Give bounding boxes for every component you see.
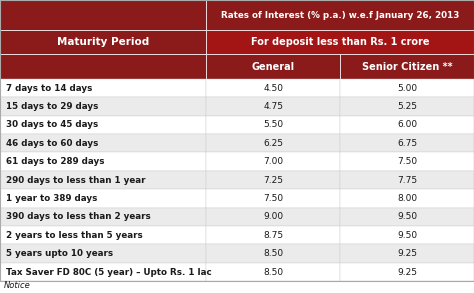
Text: Tax Saver FD 80C (5 year) – Upto Rs. 1 lac: Tax Saver FD 80C (5 year) – Upto Rs. 1 l… (6, 268, 211, 277)
Text: 61 days to 289 days: 61 days to 289 days (6, 157, 104, 166)
Text: 6.25: 6.25 (263, 139, 283, 148)
Bar (0, 97, 206, 116)
Bar (0, 226, 206, 244)
Bar (206, 0, 474, 30)
Text: 46 days to 60 days: 46 days to 60 days (6, 139, 98, 148)
Text: 8.50: 8.50 (263, 249, 283, 258)
Text: 6.75: 6.75 (397, 139, 417, 148)
Bar (0, 116, 206, 134)
Bar (340, 79, 474, 97)
Bar (340, 189, 474, 208)
Text: 290 days to less than 1 year: 290 days to less than 1 year (6, 176, 145, 185)
Text: Maturity Period: Maturity Period (57, 37, 149, 47)
Bar (206, 263, 340, 281)
Text: 30 days to 45 days: 30 days to 45 days (6, 120, 98, 129)
Bar (206, 171, 340, 189)
Bar (0, 189, 206, 208)
Text: 1 year to 389 days: 1 year to 389 days (6, 194, 97, 203)
Bar (206, 152, 340, 171)
Text: 9.25: 9.25 (397, 268, 417, 277)
Text: 7 days to 14 days: 7 days to 14 days (6, 84, 92, 93)
Text: 7.50: 7.50 (263, 194, 283, 203)
Bar (206, 97, 340, 116)
Bar (206, 54, 340, 79)
Bar (340, 134, 474, 152)
Text: 5.50: 5.50 (263, 120, 283, 129)
Bar (0, 281, 474, 293)
Text: 8.75: 8.75 (263, 231, 283, 240)
Text: 4.75: 4.75 (263, 102, 283, 111)
Bar (0, 263, 206, 281)
Text: 7.25: 7.25 (263, 176, 283, 185)
Text: 5.25: 5.25 (397, 102, 417, 111)
Bar (340, 208, 474, 226)
Text: 5 years upto 10 years: 5 years upto 10 years (6, 249, 113, 258)
Text: General: General (252, 62, 295, 72)
Text: Rates of Interest (% p.a.) w.e.f January 26, 2013: Rates of Interest (% p.a.) w.e.f January… (221, 11, 459, 20)
Bar (206, 116, 340, 134)
Bar (206, 226, 340, 244)
Text: Senior Citizen **: Senior Citizen ** (362, 62, 453, 72)
Bar (340, 226, 474, 244)
Text: 6.00: 6.00 (397, 120, 417, 129)
Text: 2 years to less than 5 years: 2 years to less than 5 years (6, 231, 143, 240)
Text: 7.00: 7.00 (263, 157, 283, 166)
Text: 9.50: 9.50 (397, 212, 417, 221)
Bar (0, 30, 206, 54)
Bar (0, 134, 206, 152)
Text: 9.00: 9.00 (263, 212, 283, 221)
Bar (340, 152, 474, 171)
Bar (0, 54, 206, 79)
Text: 390 days to less than 2 years: 390 days to less than 2 years (6, 212, 150, 221)
Text: For deposit less than Rs. 1 crore: For deposit less than Rs. 1 crore (251, 37, 429, 47)
Bar (0, 79, 206, 97)
Text: 4.50: 4.50 (263, 84, 283, 93)
Text: Notice: Notice (4, 281, 30, 290)
Bar (206, 134, 340, 152)
Text: 9.25: 9.25 (397, 249, 417, 258)
Text: 7.50: 7.50 (397, 157, 417, 166)
Bar (340, 263, 474, 281)
Text: 8.00: 8.00 (397, 194, 417, 203)
Bar (206, 30, 474, 54)
Text: 15 days to 29 days: 15 days to 29 days (6, 102, 98, 111)
Bar (340, 116, 474, 134)
Text: 8.50: 8.50 (263, 268, 283, 277)
Bar (0, 171, 206, 189)
Bar (206, 189, 340, 208)
Text: 7.75: 7.75 (397, 176, 417, 185)
Bar (340, 97, 474, 116)
Text: 9.50: 9.50 (397, 231, 417, 240)
Bar (0, 208, 206, 226)
Bar (340, 171, 474, 189)
Bar (206, 244, 340, 263)
Bar (0, 244, 206, 263)
Bar (340, 54, 474, 79)
Bar (340, 244, 474, 263)
Bar (206, 79, 340, 97)
Bar (0, 152, 206, 171)
Bar (0, 0, 206, 30)
Bar (206, 208, 340, 226)
Text: 5.00: 5.00 (397, 84, 417, 93)
